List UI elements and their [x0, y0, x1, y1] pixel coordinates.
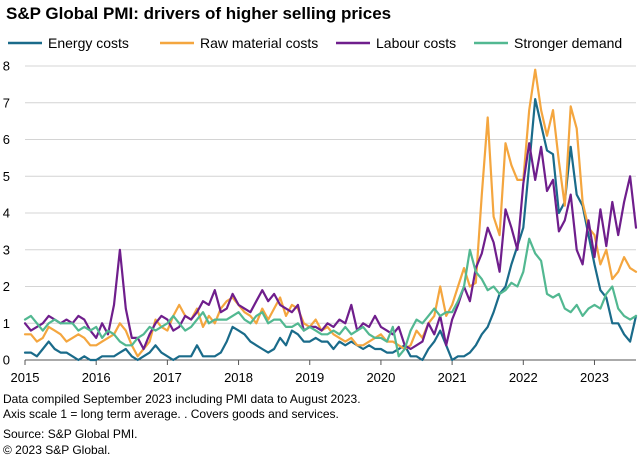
- x-tick-label-2016: 2016: [82, 370, 111, 385]
- y-tick-label-3: 3: [3, 242, 10, 257]
- legend-label-stronger-demand: Stronger demand: [514, 35, 622, 51]
- y-axis: 0 1 2 3 4 5 6 7 8: [3, 59, 10, 368]
- series-lines: [23, 68, 638, 362]
- x-axis: 2015 2016 2017 2018 2019 2020 2021 2022 2023: [11, 359, 636, 385]
- x-tick-label-2021: 2021: [438, 370, 467, 385]
- y-tick-label-1: 1: [3, 316, 10, 331]
- chart-title: S&P Global PMI: drivers of higher sellin…: [6, 4, 392, 23]
- legend-label-raw-material-costs: Raw material costs: [200, 35, 318, 51]
- copyright-note: © 2023 S&P Global.: [3, 443, 111, 457]
- x-tick-label-2017: 2017: [153, 370, 182, 385]
- source-note: Source: S&P Global PMI.: [3, 427, 138, 441]
- x-tick-label-2015: 2015: [11, 370, 40, 385]
- x-tick-label-2023: 2023: [580, 370, 609, 385]
- x-tick-label-2019: 2019: [295, 370, 324, 385]
- note-axis-scale: Axis scale 1 = long term average. . Cove…: [3, 407, 339, 421]
- series-line-energy-costs: [23, 97, 638, 362]
- y-tick-label-0: 0: [3, 353, 10, 368]
- series-line-raw-material-costs: [23, 68, 638, 358]
- legend-label-energy-costs: Energy costs: [48, 35, 129, 51]
- series-line-stronger-demand: [23, 237, 638, 358]
- y-tick-label-6: 6: [3, 132, 10, 147]
- legend-label-labour-costs: Labour costs: [376, 35, 456, 51]
- y-tick-label-7: 7: [3, 95, 10, 110]
- y-tick-label-5: 5: [3, 169, 10, 184]
- y-tick-label-8: 8: [3, 59, 10, 74]
- y-tick-label-2: 2: [3, 279, 10, 294]
- note-data-compiled: Data compiled September 2023 including P…: [3, 392, 361, 406]
- series-line-labour-costs: [23, 142, 638, 351]
- y-tick-label-4: 4: [3, 206, 10, 221]
- x-tick-label-2018: 2018: [224, 370, 253, 385]
- x-tick-label-2020: 2020: [366, 370, 395, 385]
- chart-legend: Energy costs Raw material costs Labour cos…: [8, 35, 622, 51]
- x-tick-label-2022: 2022: [509, 370, 538, 385]
